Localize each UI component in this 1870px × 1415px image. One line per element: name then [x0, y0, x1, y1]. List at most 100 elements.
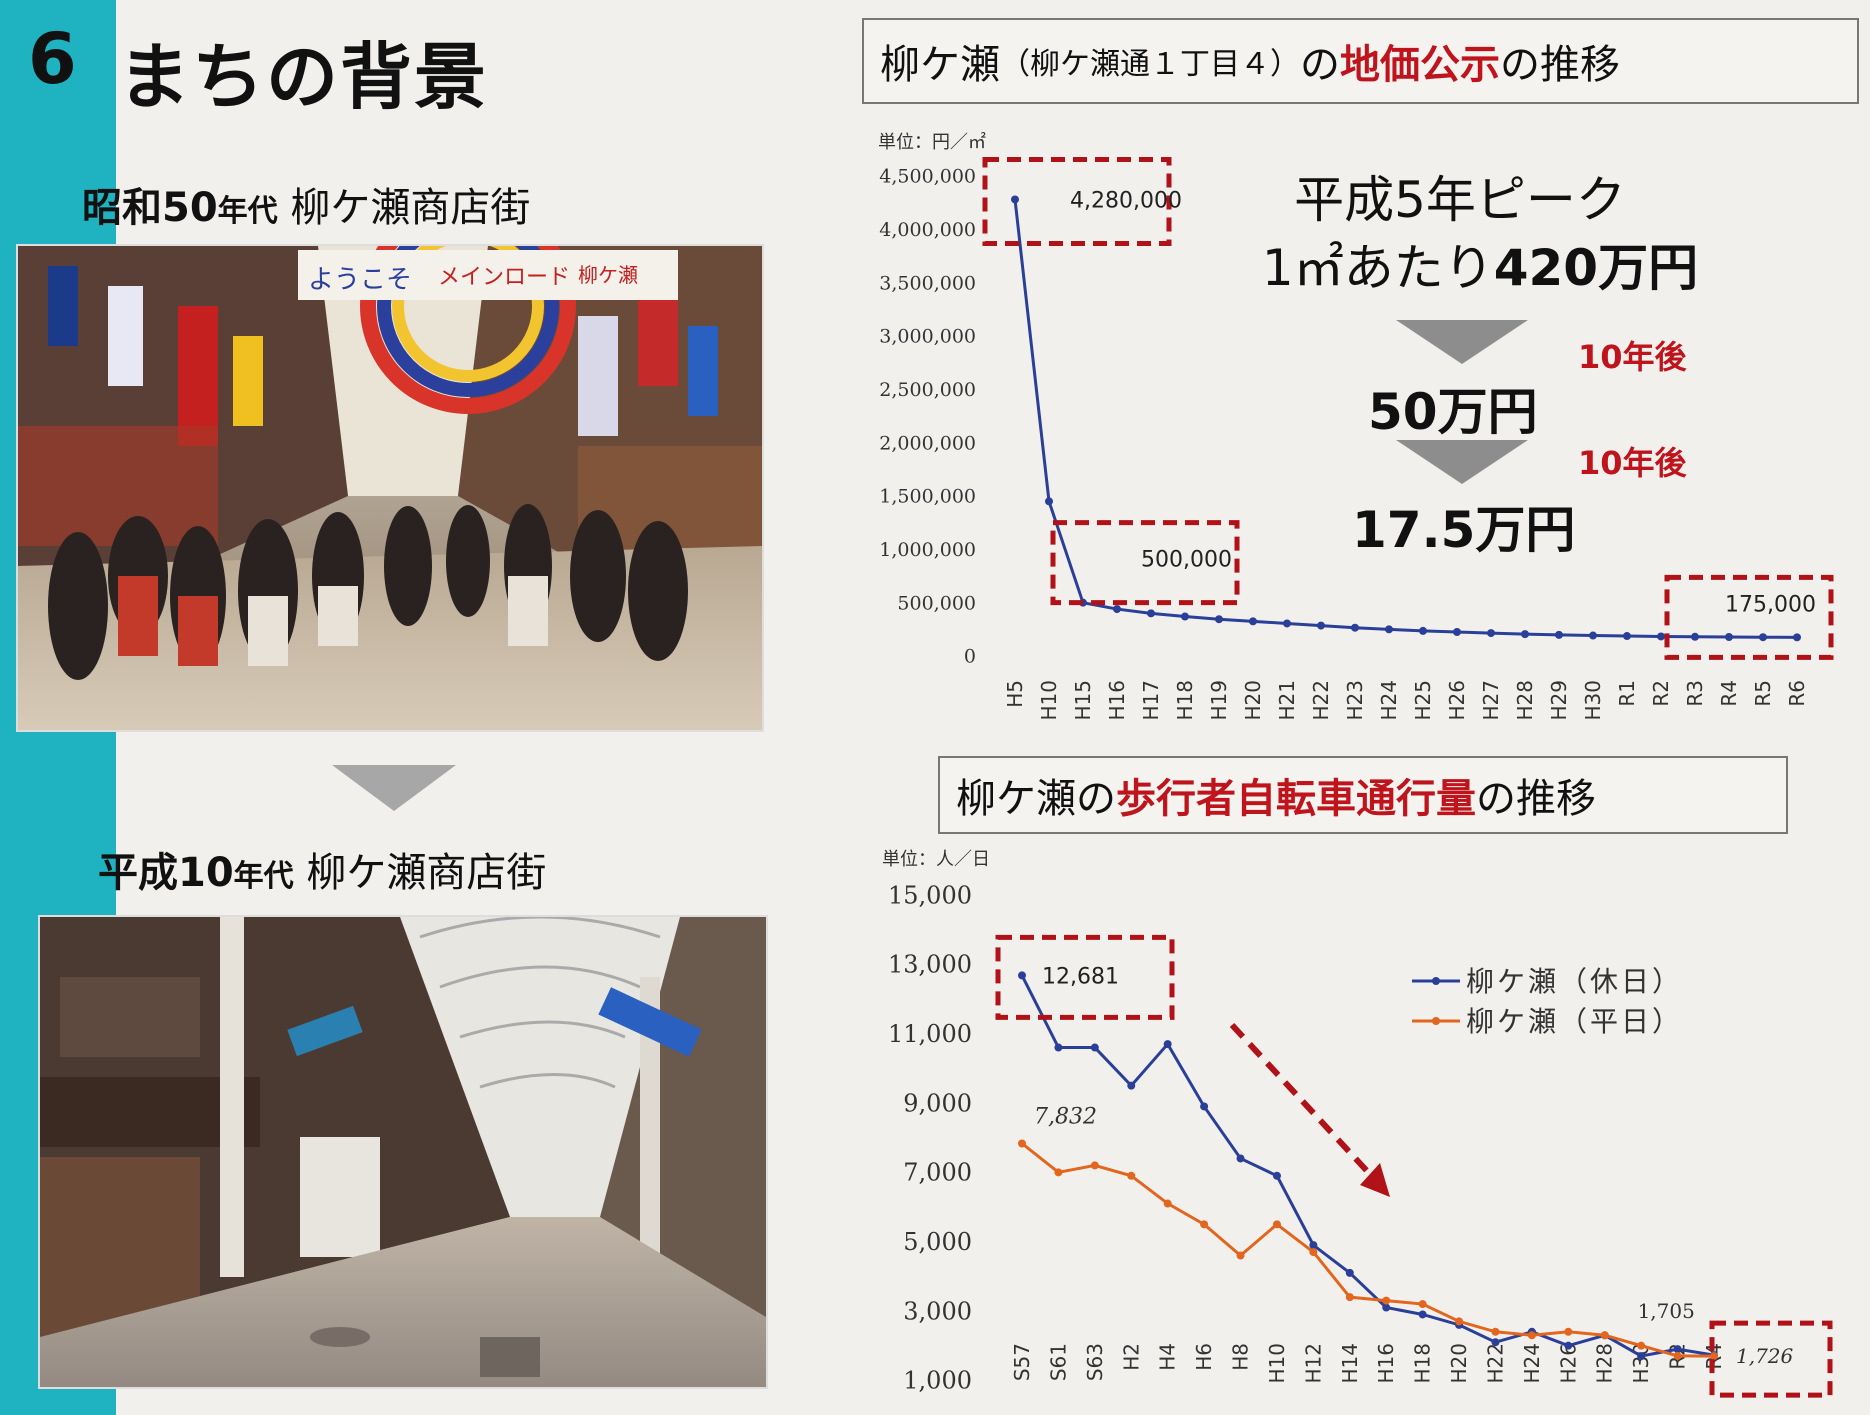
data-point: [1491, 1338, 1500, 1347]
y-axis-unit-label: 単位：人／日: [882, 849, 990, 870]
data-point: [1673, 1345, 1682, 1354]
data-point: [1317, 621, 1325, 630]
photo2-label-decade: 年代: [233, 859, 294, 894]
data-point: [1382, 1296, 1391, 1305]
data-point: [1725, 633, 1733, 642]
photo-empty-arcade: [38, 915, 768, 1389]
y-tick-label: 3,000,000: [879, 326, 976, 348]
highlight-box: [1050, 520, 1240, 606]
y-tick-label: 4,000,000: [879, 219, 976, 241]
x-tick-label: H19: [1207, 680, 1231, 721]
annotation-label: 1,705: [1638, 1299, 1695, 1323]
x-tick-label: H22: [1309, 680, 1333, 721]
data-point: [1345, 1293, 1354, 1302]
x-tick-label: H12: [1301, 1343, 1325, 1384]
down-arrow-icon: [332, 765, 456, 811]
data-point: [1657, 632, 1665, 641]
x-tick-label: R3: [1683, 680, 1707, 707]
annotation-label: 4,280,000: [1070, 188, 1182, 213]
photo1-label-place: 柳ケ瀬商店街: [277, 185, 531, 231]
data-point: [1054, 1168, 1063, 1177]
y-tick-label: 13,000: [888, 951, 972, 979]
data-point: [1453, 628, 1461, 636]
y-tick-label: 0: [964, 646, 976, 668]
y-tick-label: 1,000: [903, 1367, 972, 1395]
value-500k-yen: 50万円: [1368, 383, 1538, 441]
x-tick-label: R5: [1751, 680, 1775, 707]
photo2-label-place: 柳ケ瀬商店街: [293, 850, 547, 896]
data-point: [1793, 633, 1801, 642]
area-sign: 柳ケ瀬: [578, 263, 638, 287]
y-axis-unit-label: 単位：円／㎡: [878, 131, 986, 153]
x-tick-label: H18: [1411, 1343, 1435, 1384]
y-tick-label: 2,500,000: [879, 379, 976, 401]
y-tick-label: 500,000: [897, 592, 976, 614]
decline-arrow-2-icon: [1396, 440, 1528, 484]
land-price-chart-title: 柳ケ瀬 （柳ケ瀬通１丁目４）の地価公示 の推移: [862, 18, 1859, 104]
land-price-chart-svg: 単位：円／㎡ 4,500,000 4,000,000 3,500,000 3,000,0…: [878, 131, 1834, 721]
data-point: [1637, 1341, 1646, 1350]
series-line-1: [1021, 1142, 1715, 1358]
mainroad-sign: メインロード: [438, 265, 570, 290]
data-point: [1382, 1303, 1391, 1312]
data-point: [1127, 1171, 1136, 1180]
data-point: [1272, 1171, 1281, 1180]
data-point: [1113, 605, 1121, 614]
data-point: [1759, 633, 1767, 642]
data-point: [1147, 609, 1155, 618]
x-tick-label: H2: [1119, 1343, 1143, 1371]
x-tick-label: R1: [1615, 680, 1639, 707]
decline-arrow-1-icon: [1396, 320, 1528, 364]
data-point: [1272, 1220, 1281, 1229]
land-title-address: （柳ケ瀬通１丁目４）: [1000, 47, 1300, 82]
traffic-title-end: の推移: [1476, 776, 1596, 822]
traffic-chart-svg: 単位：人／日 15,000 13,000 11,000 9,000 7,000 5,000 3…: [882, 849, 1833, 1398]
data-point: [1090, 1161, 1099, 1170]
x-tick-label: R2: [1649, 680, 1673, 707]
x-tick-label: H24: [1377, 680, 1401, 721]
y-tick-label: 15,000: [888, 881, 972, 909]
x-tick-label: R6: [1785, 680, 1809, 707]
annotation-label: 1,726: [1736, 1344, 1794, 1368]
photo1-label-decade: 年代: [217, 194, 278, 229]
data-point: [1351, 623, 1359, 632]
welcome-sign: ようこそ: [308, 265, 412, 295]
later-label-2: 10年後: [1578, 444, 1687, 482]
data-point: [1564, 1341, 1573, 1350]
data-point: [1200, 1102, 1209, 1111]
x-tick-label: H17: [1139, 680, 1163, 721]
x-tick-label: H26: [1445, 680, 1469, 721]
y-tick-label: 1,000,000: [879, 539, 976, 561]
x-tick-label: H20: [1241, 680, 1265, 721]
legend-marker: [1432, 977, 1440, 985]
x-tick-label: H23: [1343, 680, 1367, 721]
x-tick-label: H16: [1105, 680, 1129, 721]
data-point: [1283, 619, 1291, 628]
land-title-main: 柳ケ瀬: [880, 42, 1000, 88]
trend-arrow-head-icon: [1360, 1163, 1390, 1197]
data-point: [1018, 971, 1026, 980]
y-tick-label: 3,500,000: [879, 272, 976, 294]
peak-line2-b: 420万円: [1493, 239, 1699, 297]
data-point: [1090, 1043, 1099, 1052]
data-point: [1236, 1251, 1245, 1260]
data-point: [1385, 625, 1393, 634]
land-title-no: の: [1300, 42, 1340, 88]
x-tick-label: H18: [1173, 680, 1197, 721]
data-point: [1236, 1154, 1245, 1163]
x-tick-label: R4: [1717, 680, 1741, 707]
series-line-0: [1020, 974, 1715, 1358]
data-point: [1527, 1331, 1536, 1340]
data-point: [1054, 1043, 1063, 1052]
y-tick-label: 9,000: [903, 1089, 972, 1117]
x-tick-label: H20: [1447, 1343, 1471, 1384]
later-label-1: 10年後: [1578, 338, 1687, 376]
legend-entry: 柳ケ瀬（休日）: [1466, 965, 1683, 998]
x-tick-label: H15: [1071, 680, 1095, 721]
x-tick-label: H6: [1192, 1343, 1216, 1371]
trend-arrow-line: [1229, 1022, 1383, 1188]
peak-line2: 1㎡あたり420万円: [1220, 228, 1740, 300]
page-title: まちの背景: [118, 35, 489, 119]
y-tick-label: 11,000: [888, 1020, 972, 1048]
data-point: [1309, 1241, 1318, 1250]
